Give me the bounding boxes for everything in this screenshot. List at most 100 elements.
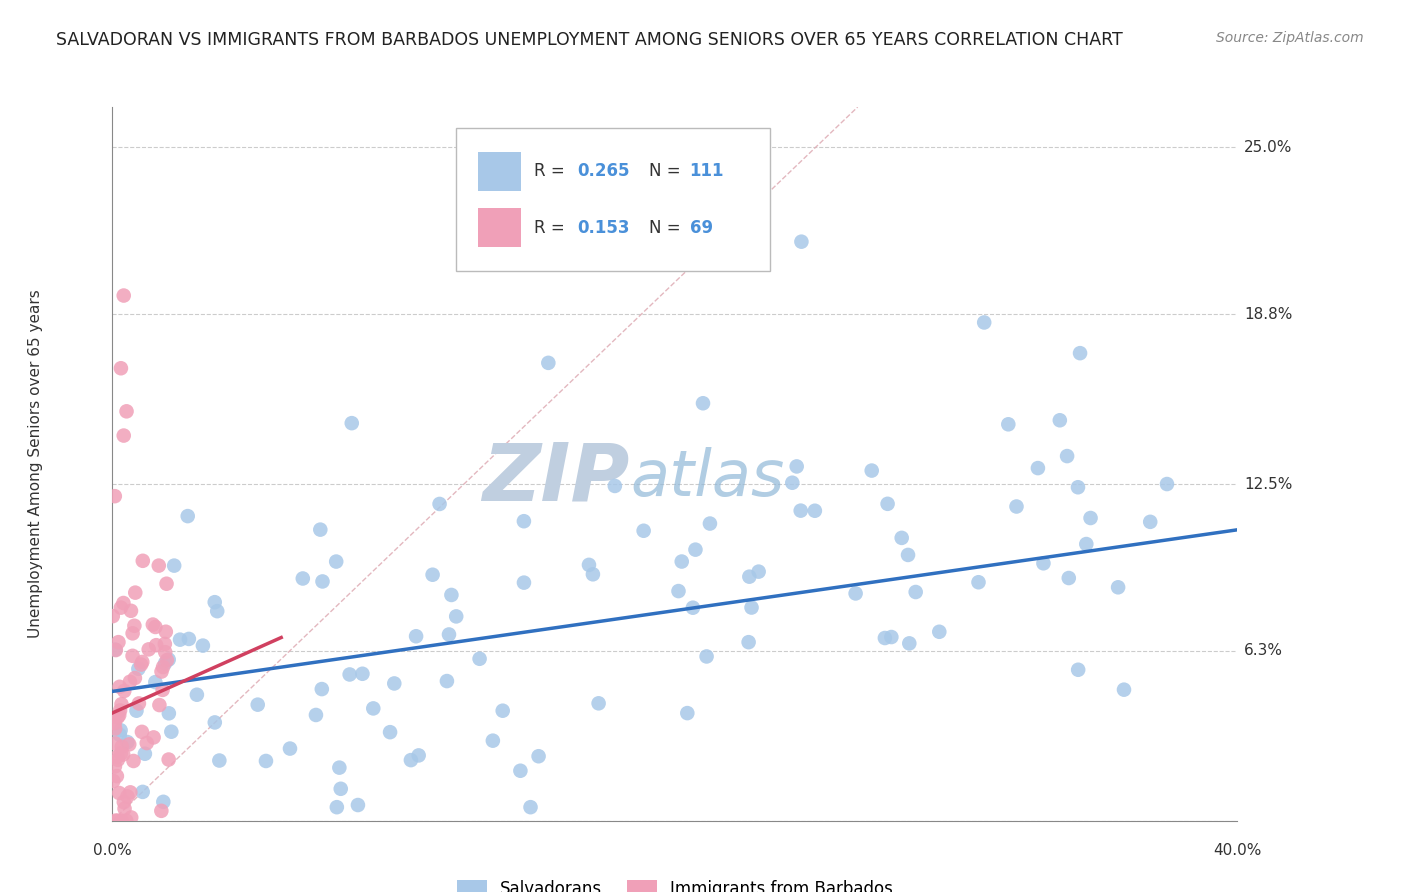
- Point: [117, 735, 139, 749]
- Point: [967, 575, 990, 590]
- Text: N =: N =: [650, 219, 686, 236]
- Point: [153, 637, 176, 651]
- Point: [311, 682, 333, 697]
- Point: [107, 753, 129, 767]
- Text: 0.0%: 0.0%: [93, 843, 132, 858]
- Point: [578, 558, 600, 572]
- Text: Unemployment Among Seniors over 65 years: Unemployment Among Seniors over 65 years: [28, 290, 42, 638]
- Point: [104, 759, 127, 773]
- Point: [928, 624, 950, 639]
- Point: [152, 682, 174, 697]
- Point: [120, 810, 142, 824]
- Point: [668, 584, 690, 599]
- FancyBboxPatch shape: [478, 208, 520, 247]
- Point: [738, 569, 761, 583]
- Point: [278, 741, 301, 756]
- Point: [124, 585, 146, 599]
- Point: [361, 701, 384, 715]
- Point: [108, 728, 131, 742]
- Point: [115, 814, 138, 828]
- Point: [339, 667, 361, 681]
- Point: [254, 754, 277, 768]
- Point: [513, 575, 536, 590]
- Point: [145, 620, 167, 634]
- Point: [737, 635, 759, 649]
- Point: [582, 567, 605, 582]
- Point: [124, 671, 146, 685]
- Point: [527, 749, 550, 764]
- Point: [405, 629, 427, 643]
- Text: 25.0%: 25.0%: [1244, 140, 1292, 155]
- Text: 6.3%: 6.3%: [1244, 643, 1284, 658]
- Point: [157, 652, 180, 666]
- Point: [110, 361, 132, 376]
- Point: [108, 708, 131, 723]
- Point: [118, 737, 141, 751]
- Point: [120, 604, 142, 618]
- Point: [422, 567, 444, 582]
- Point: [163, 558, 186, 573]
- Point: [104, 716, 127, 731]
- Point: [399, 753, 422, 767]
- Point: [132, 554, 155, 568]
- Point: [246, 698, 269, 712]
- Point: [121, 626, 143, 640]
- Point: [148, 558, 170, 573]
- Point: [160, 724, 183, 739]
- Point: [997, 417, 1019, 432]
- Point: [157, 752, 180, 766]
- Point: [699, 516, 721, 531]
- Point: [117, 789, 139, 804]
- Text: SALVADORAN VS IMMIGRANTS FROM BARBADOS UNEMPLOYMENT AMONG SENIORS OVER 65 YEARS : SALVADORAN VS IMMIGRANTS FROM BARBADOS U…: [56, 31, 1123, 49]
- Point: [104, 643, 127, 657]
- Point: [104, 814, 127, 828]
- Point: [347, 797, 370, 812]
- Point: [177, 509, 200, 524]
- Point: [326, 800, 349, 814]
- Point: [110, 600, 132, 615]
- Point: [152, 795, 174, 809]
- Point: [150, 665, 173, 679]
- Point: [155, 576, 177, 591]
- Point: [1107, 580, 1129, 594]
- Point: [150, 804, 173, 818]
- Point: [748, 565, 770, 579]
- Point: [482, 733, 505, 747]
- Point: [782, 475, 804, 490]
- Point: [429, 497, 451, 511]
- Text: 40.0%: 40.0%: [1213, 843, 1261, 858]
- Point: [204, 595, 226, 609]
- Point: [1076, 537, 1098, 551]
- Point: [104, 642, 127, 657]
- Point: [142, 617, 165, 632]
- Point: [157, 706, 180, 721]
- Point: [131, 785, 153, 799]
- Point: [103, 774, 125, 789]
- Point: [685, 542, 707, 557]
- Point: [108, 680, 131, 694]
- Point: [436, 674, 458, 689]
- Point: [329, 781, 352, 796]
- Point: [509, 764, 531, 778]
- Point: [177, 632, 200, 646]
- Text: 0.153: 0.153: [576, 219, 630, 236]
- Point: [519, 800, 541, 814]
- Point: [110, 747, 132, 761]
- Point: [110, 723, 132, 738]
- Point: [973, 316, 995, 330]
- Point: [111, 739, 134, 754]
- Point: [876, 497, 898, 511]
- Point: [492, 704, 515, 718]
- Text: N =: N =: [650, 162, 686, 180]
- Point: [138, 642, 160, 657]
- Point: [1026, 461, 1049, 475]
- Point: [633, 524, 655, 538]
- Point: [860, 464, 883, 478]
- Point: [440, 588, 463, 602]
- FancyBboxPatch shape: [456, 128, 770, 271]
- Point: [1112, 682, 1135, 697]
- Point: [153, 656, 176, 670]
- Point: [1057, 571, 1080, 585]
- Text: R =: R =: [534, 219, 571, 236]
- Point: [537, 356, 560, 370]
